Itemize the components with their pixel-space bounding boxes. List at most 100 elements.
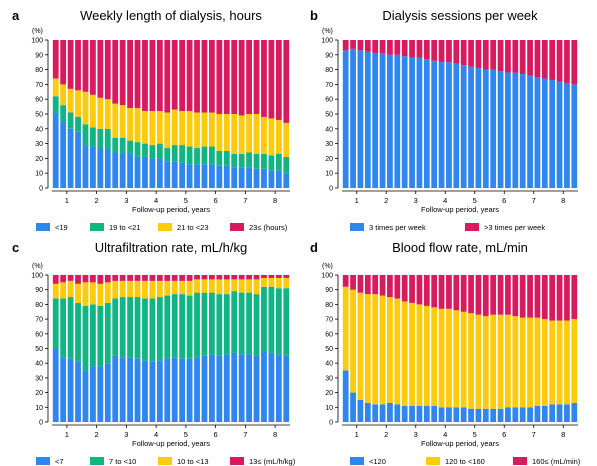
bar-segment-blue [283,355,290,422]
x-tick-label: 3 [414,430,418,439]
bar-segment-yellow [82,282,89,306]
x-tick-label: 4 [154,430,158,439]
y-tick-label: 30 [35,141,43,148]
bar-segment-green [60,105,67,122]
bar-segment-magenta [179,40,186,112]
legend-item: 120 to <160 [426,457,485,466]
bar-segment-yellow [97,283,104,306]
bar-segment-green [97,305,104,367]
bar-segment-yellow [453,310,460,408]
legend-swatch [158,223,172,231]
bar-segment-magenta [149,275,156,281]
bar-segment-yellow [527,317,533,408]
bar-segment-green [142,298,148,361]
bar-segment-yellow [261,277,267,287]
bar-segment-blue [119,153,126,188]
bar-segment-magenta [261,40,267,117]
bar-segment-blue [201,164,208,188]
bar-segment-green [179,294,186,359]
bar-segment-yellow [179,111,186,146]
bar-segment-yellow [497,314,504,409]
bar-segment-blue [104,149,111,188]
bar-segment-magenta [453,275,460,311]
bar-segment-magenta [186,275,193,281]
bar-segment-blue [519,74,526,188]
bar-segment-magenta [556,40,563,82]
bar-segment-yellow [238,279,245,293]
bar-segment-blue [475,408,482,422]
bar-segment-green [164,295,171,359]
bar-segment-yellow [90,282,96,305]
bar-segment-blue [112,152,119,188]
bar-segment-magenta [283,275,290,278]
bar-segment-blue [171,161,178,188]
bar-segment-green [201,146,208,165]
bar-segment-blue [246,354,252,422]
x-tick-label: 5 [184,430,188,439]
bar-segment-yellow [468,313,474,409]
bar-segment-blue [482,408,489,422]
bar-segment-blue [453,63,460,188]
x-tick-label: 4 [154,196,158,205]
bar-segment-magenta [164,40,171,113]
legend-swatch [230,457,244,465]
legend-item: 10 to <13 [158,457,209,466]
bar-segment-blue [275,170,282,188]
bar-segment-blue [67,128,74,188]
y-tick-label: 10 [35,171,43,178]
y-tick-label: 90 [325,287,333,294]
bar-segment-green [82,305,89,371]
bar-segment-magenta [90,40,96,95]
bar-segment-magenta [216,275,223,280]
bar-segment-blue [268,170,275,188]
x-tick-label: 5 [184,196,188,205]
bar-segment-blue [97,148,104,188]
bar-segment-yellow [149,111,156,146]
bar-segment-yellow [97,97,104,129]
bar-segment-magenta [446,275,452,309]
bar-segment-magenta [505,40,511,73]
bar-segment-blue [423,405,430,422]
bar-segment-magenta [431,40,438,61]
bar-segment-blue [186,164,193,188]
bar-segment-yellow [142,280,148,299]
bar-segment-green [209,292,215,355]
bar-segment-yellow [164,280,171,296]
bar-segment-yellow [379,295,386,405]
x-tick-label: 6 [502,196,506,205]
bar-segment-yellow [194,112,200,149]
bar-segment-blue [549,404,556,422]
y-tick-label: 0 [39,186,43,193]
bar-segment-magenta [527,40,533,76]
bar-segment-magenta [275,275,282,278]
bar-segment-blue [438,62,445,189]
bar-segment-blue [379,404,386,422]
bar-segment-magenta [238,275,245,280]
x-tick-label: 8 [561,430,565,439]
bar-segment-blue [194,357,200,422]
bar-segment-yellow [119,280,126,298]
legend-item: >3 times per week [465,223,545,232]
legend-label: 19 to <21 [109,223,141,232]
bar-segment-green [52,96,59,114]
y-tick-label: 80 [325,302,333,309]
bar-segment-green [231,291,238,353]
bar-segment-magenta [171,275,178,281]
bar-segment-green [275,153,282,171]
legend-swatch [350,457,364,465]
bar-segment-blue [497,408,504,422]
y-tick-label: 30 [325,141,333,148]
bar-segment-blue [401,405,408,422]
bar-segment-yellow [127,108,133,141]
bar-segment-yellow [231,279,238,292]
bar-segment-yellow [156,111,163,144]
bar-segment-blue [60,121,67,188]
legend-label: 10 to <13 [177,457,209,466]
y-tick-label: 80 [325,67,333,74]
bar-segment-magenta [364,40,371,52]
bar-segment-yellow [194,279,200,293]
bar-segment-yellow [52,283,59,299]
y-unit-label: (%) [32,263,43,270]
bar-segment-magenta [475,275,482,315]
y-tick-label: 40 [325,126,333,133]
